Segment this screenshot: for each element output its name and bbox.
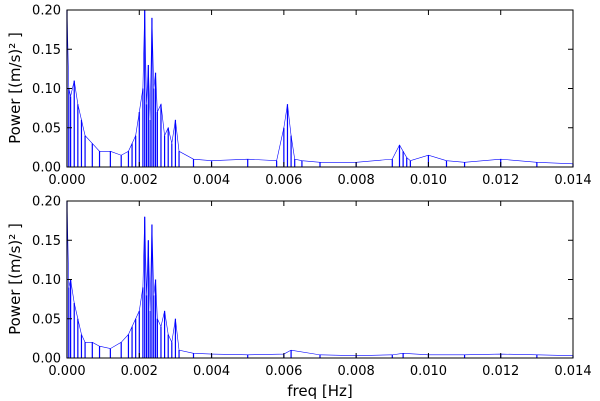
bottom-ytick-label: 0.05 xyxy=(32,312,61,327)
bottom-xtick-label: 0.012 xyxy=(482,364,519,379)
top-ytick-label: 0.20 xyxy=(32,4,61,19)
top-ytick-label: 0.15 xyxy=(32,43,61,58)
bottom-ytick-label: 0.10 xyxy=(32,273,61,288)
bottom-plot-area xyxy=(66,200,574,358)
top-xtick-label: 0.008 xyxy=(338,173,375,188)
top-plot-area xyxy=(66,9,574,167)
top-series-0-line xyxy=(66,9,574,165)
bottom-xtick-label: 0.014 xyxy=(554,364,591,379)
bottom-xtick-label: 0.010 xyxy=(410,364,447,379)
top-ylabel: Power [(m/s)² ] xyxy=(6,32,24,144)
bottom-series-0-line xyxy=(66,200,574,356)
top-xtick-label: 0.010 xyxy=(410,173,447,188)
bottom-xtick-label: 0.004 xyxy=(193,364,230,379)
bottom-panel: 0.000 0.002 0.004 0.006 0.008 0.010 0.012 0.014… xyxy=(6,195,592,401)
top-ytick-label: 0.10 xyxy=(32,82,61,97)
top-xtick-label: 0.004 xyxy=(193,173,230,188)
top-xtick-label: 0.002 xyxy=(121,173,158,188)
bottom-ylabel: Power [(m/s)² ] xyxy=(6,223,24,335)
top-xtick-label: 0.012 xyxy=(482,173,519,188)
bottom-xlabel: freq [Hz] xyxy=(287,382,353,400)
bottom-xtick-label: 0.000 xyxy=(48,364,85,379)
top-xtick-label: 0.000 xyxy=(48,173,85,188)
bottom-xtick-label: 0.006 xyxy=(265,364,302,379)
top-ytick-label: 0.05 xyxy=(32,121,61,136)
bottom-ytick-label: 0.15 xyxy=(32,234,61,249)
bottom-xtick-label: 0.002 xyxy=(121,364,158,379)
top-panel: 0.000 0.002 0.004 0.006 0.008 0.010 0.012 0.014… xyxy=(6,4,592,189)
top-xtick-label: 0.006 xyxy=(265,173,302,188)
top-xtick-label: 0.014 xyxy=(554,173,591,188)
top-ticks: 0.000 0.002 0.004 0.006 0.008 0.010 0.012 0.014… xyxy=(32,4,592,189)
bottom-ytick-label: 0.20 xyxy=(32,195,61,210)
bottom-ytick-label: 0.00 xyxy=(32,352,61,367)
bottom-xtick-label: 0.008 xyxy=(338,364,375,379)
top-ytick-label: 0.00 xyxy=(32,161,61,176)
bottom-ticks: 0.000 0.002 0.004 0.006 0.008 0.010 0.012 0.014… xyxy=(32,195,592,380)
